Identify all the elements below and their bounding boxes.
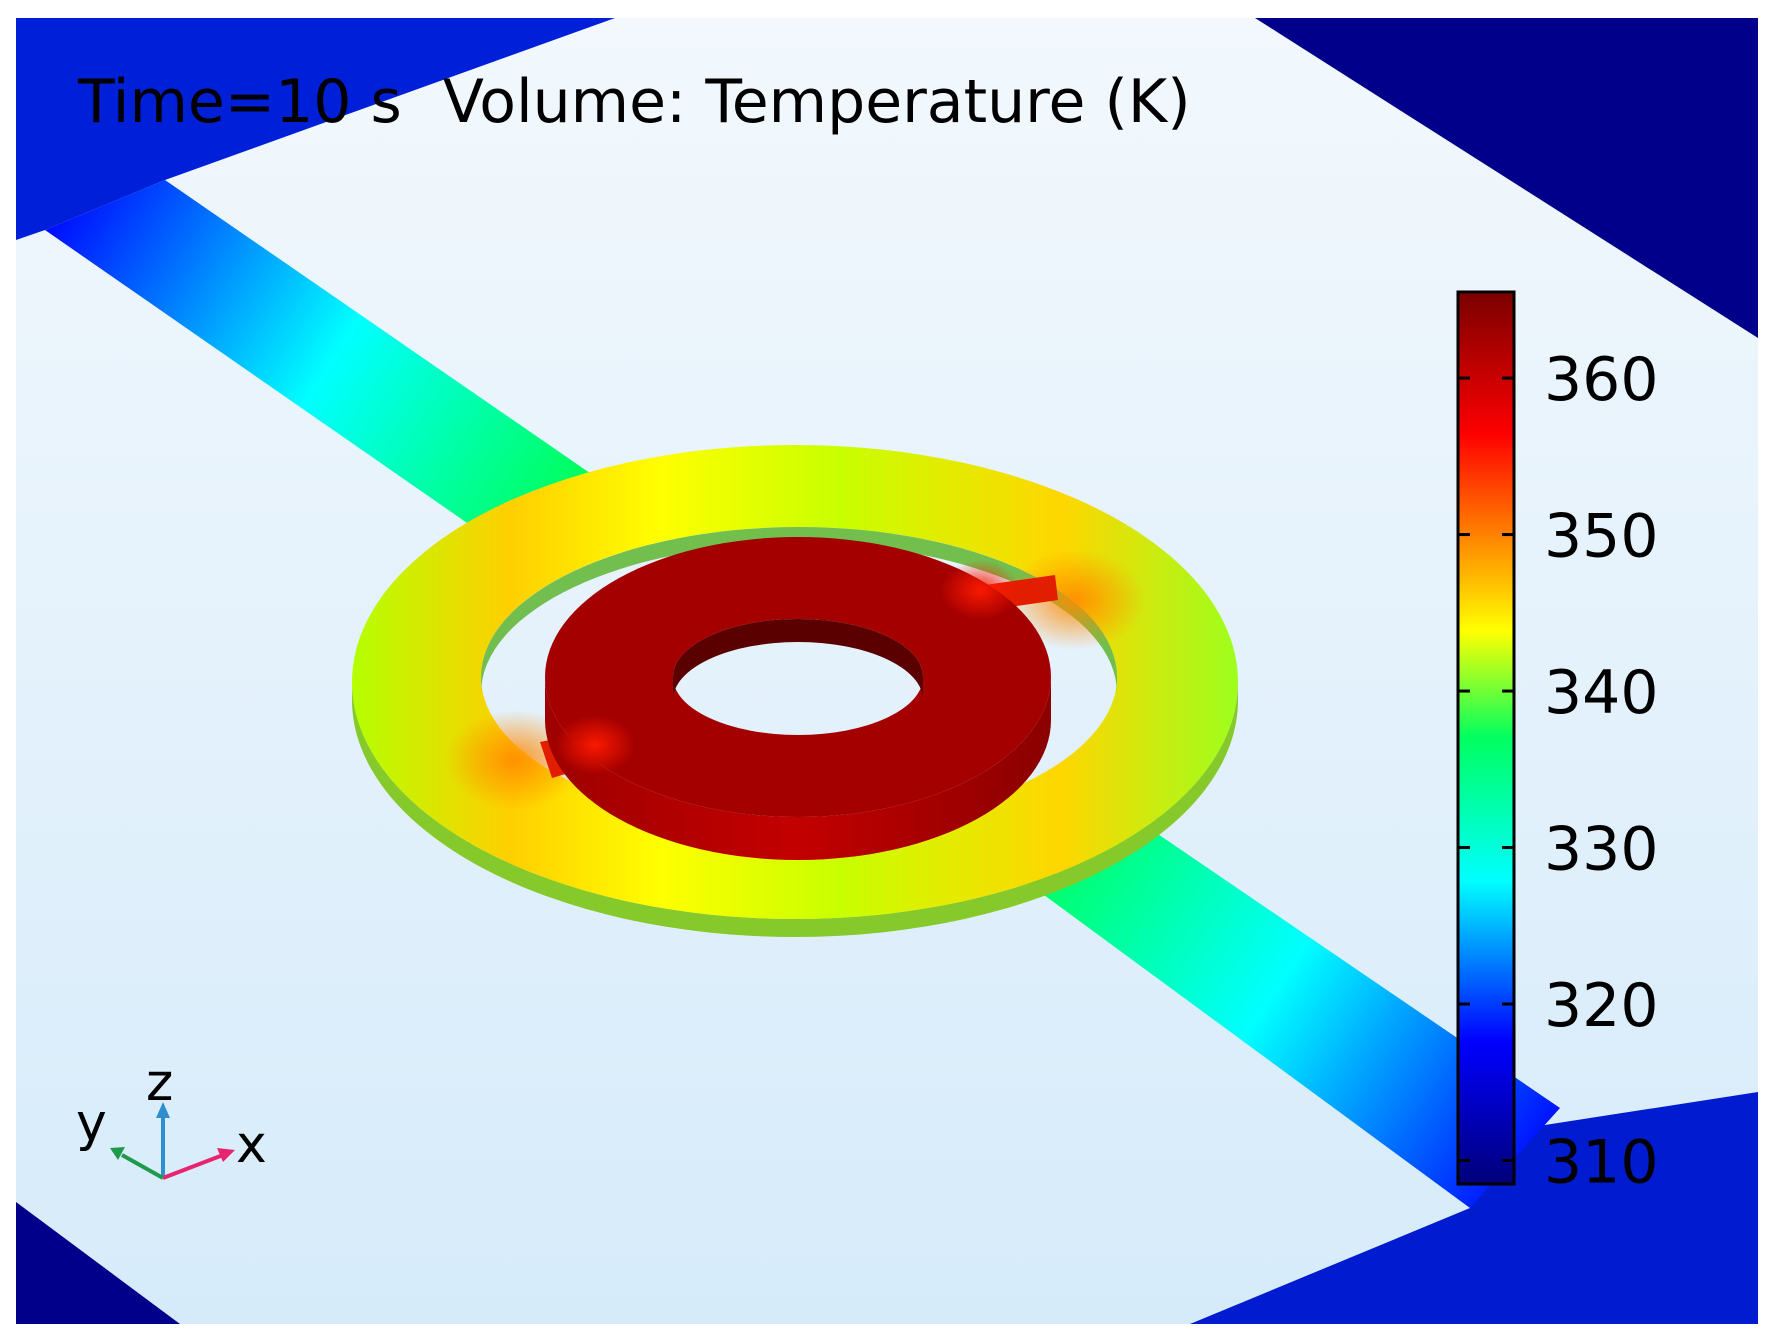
time-label: Time=10 s [77,67,402,137]
outer-ring [352,445,1238,937]
color-bar-tick-label: 330 [1544,815,1659,885]
y-arrowhead [110,1147,125,1160]
color-bar-tick-label: 340 [1544,658,1659,728]
color-bar-tick-label: 360 [1544,345,1659,415]
color-bar-tick-label: 310 [1544,1128,1659,1198]
lead-strip-bottom-right [1010,815,1560,1208]
inner-hotspot-right [940,560,1020,620]
plot-title: Time=10 s Volume: Temperature (K) [77,67,1191,137]
y-axis-label: y [76,1093,107,1153]
color-bar-ticks: 360 350 340 330 320 310 [1458,345,1659,1198]
inner-hole-wall [673,619,923,700]
contact-pad-bottom-left [16,1202,180,1324]
z-arrowhead [156,1102,170,1118]
inner-ring [545,537,1051,860]
outer-ring-top [352,445,1238,919]
hotspot-right [1005,550,1145,650]
volume-label: Volume: Temperature (K) [443,67,1191,137]
color-bar-tick-label: 320 [1544,971,1659,1041]
inner-ring-top [545,537,1051,817]
inner-hotspot-left [555,715,635,775]
x-arrowhead [217,1148,235,1162]
contact-pad-bottom-right [1190,1092,1758,1324]
x-axis-label: x [236,1115,267,1175]
inner-ring-side [545,677,1051,860]
x-axis-arrow [162,1153,224,1180]
lead-strip-top-left [45,180,600,525]
color-legend: 360 350 340 330 320 310 [1456,290,1659,1198]
contact-pad-top-right [1255,18,1758,338]
color-bar [1456,290,1516,1186]
color-bar-tick-label: 350 [1544,502,1659,572]
contact-pad-top-left [16,18,615,240]
z-axis-label: z [146,1053,173,1113]
axis-orientation-triad: z y x [76,1053,267,1180]
y-axis-arrow [121,1153,164,1180]
